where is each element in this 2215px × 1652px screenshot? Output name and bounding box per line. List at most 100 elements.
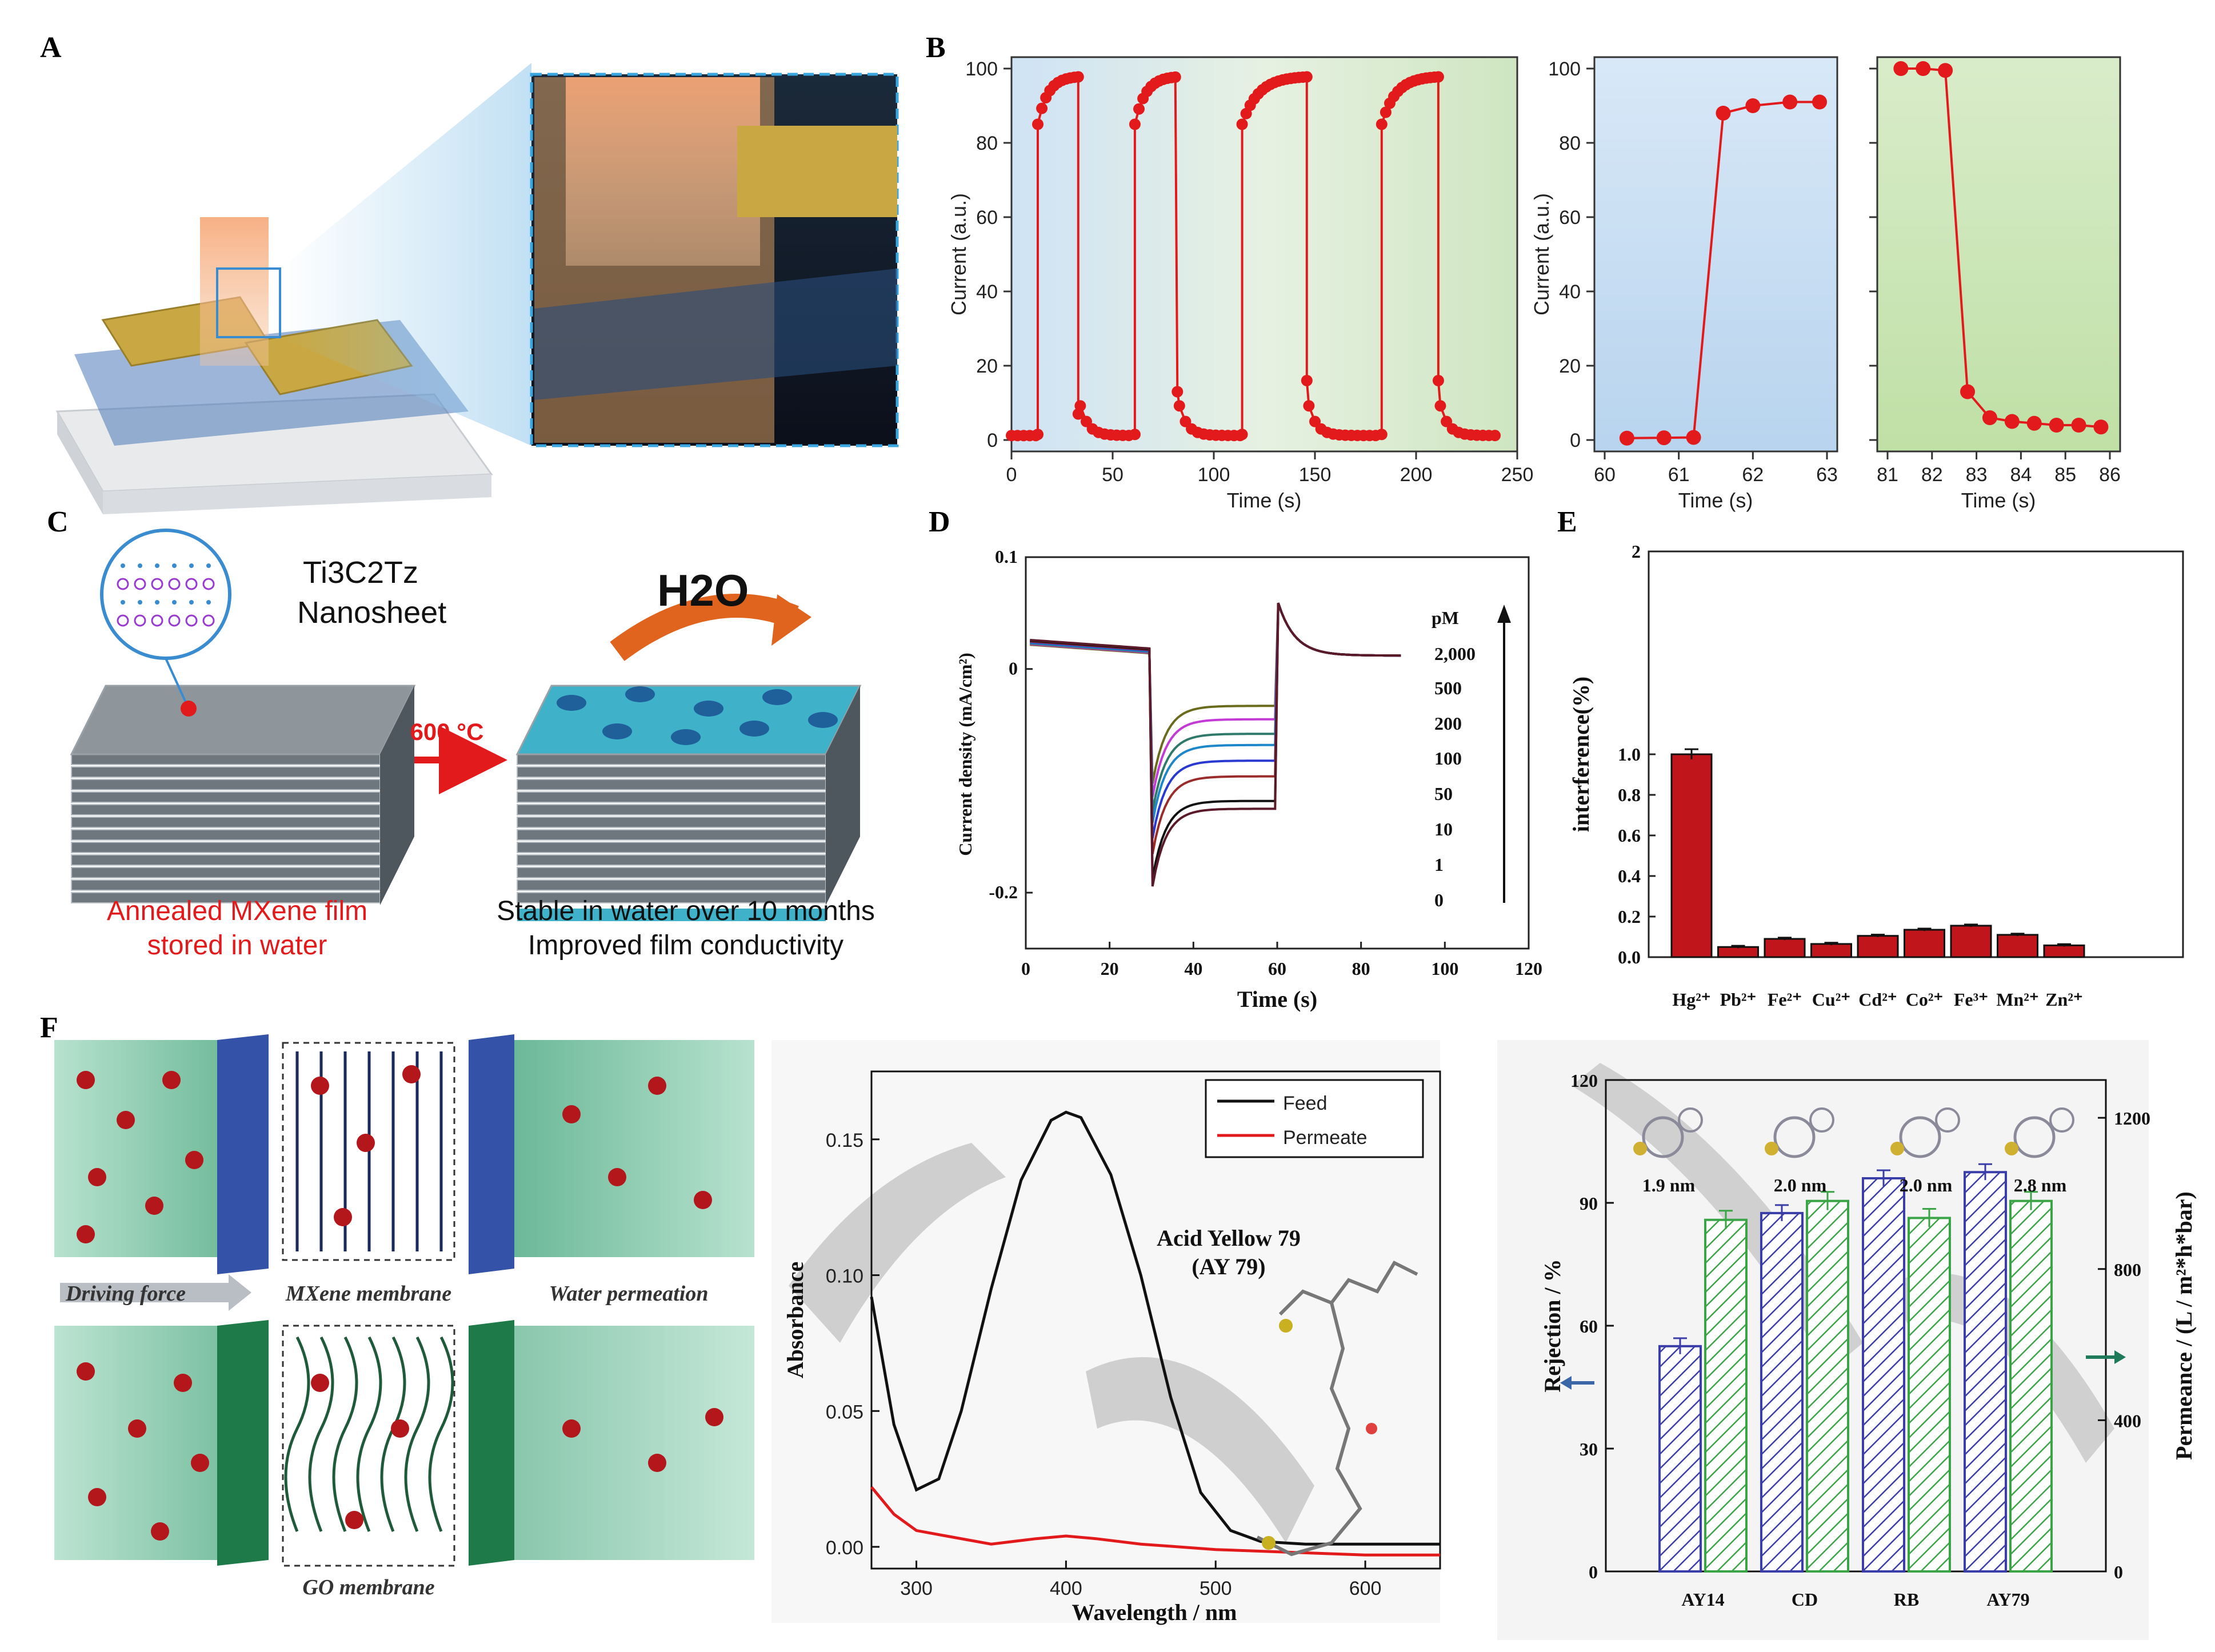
f-water-molecule (185, 1151, 203, 1169)
b-zoom-ytick: 0 (1570, 430, 1581, 451)
b-zoom-point (1938, 63, 1953, 78)
e-category-label: Fe²⁺ (1768, 989, 1802, 1010)
b-zoom-xtick: 62 (1742, 464, 1764, 486)
b-main-point (1129, 429, 1141, 441)
f-water-molecule (88, 1168, 106, 1186)
d-legend-entry: 100 (1434, 748, 1462, 769)
f-water-molecule (391, 1419, 409, 1438)
h-bar-permeance (1806, 1199, 1849, 1573)
f-water-molecule (128, 1419, 146, 1438)
b-zoom-point (2071, 418, 2086, 433)
c-right-caption-2: Improved film conductivity (528, 930, 843, 961)
g-xtick: 500 (1200, 1578, 1232, 1599)
f-water-molecule (174, 1374, 192, 1392)
h-molecule-size: 1.9 nm (1642, 1175, 1696, 1195)
b-zoom-point (1656, 430, 1672, 446)
h-ytick: 60 (1580, 1316, 1598, 1337)
f-water-molecule (77, 1362, 95, 1381)
d-xtick: 20 (1101, 958, 1119, 979)
b-main-ylabel: Current (a.u.) (947, 193, 970, 315)
b-main-point (1074, 400, 1086, 412)
e-ytick: 0.8 (1618, 785, 1641, 805)
b-zoom-xtick: 63 (1816, 464, 1838, 486)
f-water-molecule (562, 1105, 581, 1123)
f-water-molecule (608, 1168, 626, 1186)
h-category-label: AY14 (1681, 1589, 1724, 1610)
f-water-molecule (191, 1454, 209, 1472)
f-water-molecule (705, 1408, 723, 1426)
f-water-molecule (334, 1208, 352, 1226)
b-main-ytick: 20 (976, 355, 998, 377)
b-main-point (1036, 102, 1048, 114)
b-main-xtick: 200 (1400, 464, 1433, 486)
b-main-point (1301, 375, 1313, 386)
f-water-molecule (648, 1454, 666, 1472)
c-left-caption-2: stored in water (147, 930, 327, 961)
b-main-ytick: 100 (965, 58, 998, 80)
b-main-point (1173, 400, 1185, 412)
h-molecule-size: 2.0 nm (1774, 1175, 1827, 1195)
e-bar (1904, 929, 1945, 958)
b-zoom-point (1619, 430, 1634, 446)
b-zoom-point (1745, 98, 1761, 113)
g-xtick: 600 (1349, 1578, 1382, 1599)
h-bar-permeance (2009, 1199, 2053, 1573)
d-ytick: 0 (1009, 658, 1018, 679)
b-main-ytick: 80 (976, 133, 998, 154)
f-water-molecule (145, 1197, 163, 1215)
d-legend-entry: 200 (1434, 713, 1462, 734)
h-bar-rejection (1658, 1345, 1702, 1573)
d-ytick: 0.1 (995, 546, 1018, 567)
b-main-point (1376, 118, 1388, 130)
f-water-molecule (402, 1065, 421, 1083)
f-water-molecule (311, 1374, 329, 1392)
b-zoom-xtick: 85 (2054, 464, 2076, 486)
h-ytick: 0 (1589, 1562, 1598, 1582)
panel-label-e: E (1557, 506, 1577, 538)
h-ytick: 90 (1580, 1193, 1598, 1214)
d-xtick: 60 (1268, 958, 1286, 979)
e-ytick: 0.6 (1618, 825, 1641, 846)
g-annotation-2: (AY 79) (1192, 1254, 1265, 1279)
h-molecule-size: 2.8 nm (2014, 1175, 2067, 1195)
panel-b-zoom-rise-chart: 60 61 62 63 0 20 40 60 80 100 Time (s) Current (a… (1530, 56, 1838, 512)
h-bar-rejection (1862, 1177, 1905, 1573)
b-main-point (1072, 71, 1084, 83)
b-zoom-point (1782, 94, 1798, 110)
b-zoom-point (2049, 418, 2064, 433)
b-main-point (1489, 430, 1501, 442)
e-category-label: Co²⁺ (1906, 989, 1944, 1010)
b-main-xtick: 100 (1198, 464, 1230, 486)
d-legend-entry: 10 (1434, 819, 1453, 839)
e-bar (1764, 938, 1806, 958)
e-category-label: Hg²⁺ (1672, 989, 1710, 1010)
b-main-point (1032, 429, 1044, 441)
f-water-molecule (345, 1511, 363, 1529)
e-category-label: Cu²⁺ (1812, 989, 1850, 1010)
b-main-point (1434, 400, 1446, 412)
d-legend-entry: 0 (1434, 890, 1444, 910)
e-category-label: Cd²⁺ (1858, 989, 1897, 1010)
b-zoom-point (1960, 384, 1976, 399)
h-category-label: CD (1792, 1589, 1818, 1610)
e-bar (1810, 943, 1852, 958)
b-zoom-point (1893, 61, 1909, 76)
g-annotation-1: Acid Yellow 79 (1157, 1225, 1301, 1251)
d-legend-entry: 50 (1434, 783, 1453, 804)
g-ytick: 0.00 (826, 1537, 863, 1559)
b-main-point (1303, 400, 1315, 412)
h-ytick-right: 800 (2114, 1259, 2141, 1280)
b-zoom-xtick: 83 (1966, 464, 1988, 486)
h-bar-rejection (1964, 1171, 2007, 1573)
d-legend-entry: 500 (1434, 678, 1462, 698)
d-series-line (1030, 602, 1401, 887)
panel-c-illustration: Ti3C2Tz Nanosheet 600 °C H2O Annealed MX… (70, 529, 875, 961)
panel-d-chart: 0 20 40 60 80 100 1200.10-0.2 pM2,000500200100… (955, 546, 1542, 1012)
b-main-xtick: 250 (1501, 464, 1534, 486)
b-rise-ylabel: Current (a.u.) (1530, 193, 1553, 315)
b-zoom-point (1716, 106, 1731, 121)
b-main-ytick: 40 (976, 281, 998, 303)
b-main-xtick: 150 (1299, 464, 1332, 486)
e-category-label: Zn²⁺ (2045, 989, 2083, 1010)
